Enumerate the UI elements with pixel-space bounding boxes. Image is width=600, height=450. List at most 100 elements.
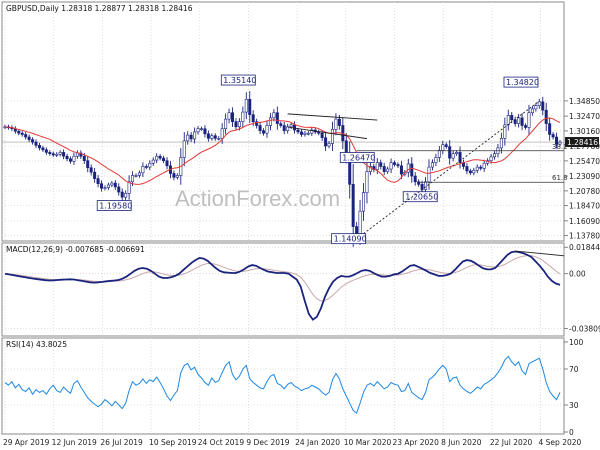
price-annotation-box [96, 200, 132, 211]
candle-body [306, 132, 310, 135]
candle-body [503, 124, 507, 139]
candle-body [399, 165, 403, 175]
candle-body [282, 125, 286, 131]
candle-body [124, 193, 128, 198]
candle-body [382, 166, 386, 172]
price-annotation-box [402, 191, 438, 203]
candle-body [62, 152, 66, 157]
candle-body [365, 171, 369, 193]
candle-body [189, 134, 193, 140]
candle-body [451, 153, 455, 159]
x-tick-label: 9 Dec 2019 [246, 438, 289, 447]
y-tick-label: 1.25470 [569, 157, 600, 166]
candle-body [303, 132, 307, 135]
candle-body [279, 123, 283, 126]
rsi-y-tick-label: 70 [569, 365, 579, 374]
candle-body [510, 114, 514, 121]
candle-body [93, 171, 97, 179]
candle-body [386, 168, 390, 172]
candle-body [555, 136, 559, 145]
candle-body [465, 166, 469, 172]
x-tick-label: 10 Mar 2020 [344, 438, 392, 447]
candle-body [79, 152, 83, 157]
candle-body [58, 152, 62, 155]
candle-body [393, 162, 397, 165]
candle-body [144, 166, 148, 168]
candle-body [420, 184, 424, 190]
current-price-tag [565, 137, 599, 148]
macd-y-tick-label: -0.038095 [569, 324, 600, 333]
candle-body [117, 186, 121, 193]
rsi-y-tick-label: 100 [569, 338, 584, 347]
rsi-y-tick-label: 30 [569, 401, 579, 410]
candle-body [103, 187, 107, 189]
candle-body [234, 121, 238, 128]
y-tick-label: 1.18470 [569, 202, 600, 211]
candle-body [82, 155, 86, 161]
candle-body [193, 131, 197, 140]
candle-body [375, 162, 379, 170]
rsi-series-layer [4, 355, 561, 414]
price-annotation-box [331, 233, 367, 245]
candle-body [289, 124, 293, 128]
rsi-y-tick-label: 0 [569, 428, 574, 437]
macd-y-tick-label: 0.00 [569, 270, 586, 279]
candle-body [448, 146, 452, 159]
candle-body [296, 129, 300, 133]
y-tick-label: 1.13780 [569, 232, 600, 241]
candle-body [96, 178, 100, 185]
candle-body [293, 124, 297, 131]
candle-body [165, 160, 169, 167]
candle-body [441, 144, 445, 151]
candle-body [113, 182, 117, 188]
watermark: ActionForex.com [175, 186, 340, 211]
candle-body [437, 150, 441, 158]
candle-body [324, 137, 328, 147]
candle-body [310, 129, 314, 134]
candle-body [489, 156, 493, 161]
candle-body [517, 117, 521, 124]
candle-body [134, 175, 138, 177]
candle-body [396, 164, 400, 167]
candle-body [72, 155, 76, 162]
x-tick-label: 22 Jul 2020 [490, 438, 533, 447]
macd-series-layer [4, 250, 565, 321]
candle-body [172, 173, 176, 178]
macd-panel-frame [1, 242, 565, 337]
x-tick-label: 12 Jun 2019 [52, 438, 97, 447]
candle-body [86, 160, 90, 169]
candle-body [472, 169, 476, 174]
rising-trendline [363, 100, 540, 235]
candle-body [158, 155, 162, 159]
price-annotation-label: 1.34820 [506, 78, 539, 87]
candle-body [468, 170, 472, 174]
candle-body [413, 175, 417, 183]
candle-body [337, 118, 341, 126]
candle-body [37, 145, 41, 149]
candle-body [213, 135, 217, 139]
candle-body [251, 114, 255, 122]
candle-body [48, 152, 52, 154]
candle-body [479, 166, 483, 169]
rsi-panel-frame [1, 337, 565, 435]
candle-body [351, 184, 355, 227]
candle-body [248, 98, 252, 115]
candle-body [389, 162, 393, 170]
candle-body [424, 181, 428, 190]
y-tick-label: 1.20780 [569, 187, 600, 196]
price-annotation-label: 1.26470 [342, 153, 375, 162]
candle-body [534, 105, 538, 110]
macd-y-tick-label: 0.018442 [569, 243, 600, 252]
candle-body [506, 114, 510, 126]
candle-body [527, 112, 531, 128]
y-tick-label: 1.16090 [569, 217, 600, 226]
candle-body [258, 125, 262, 131]
price-annotation-box [220, 74, 256, 86]
candle-body [520, 117, 524, 126]
candle-body [475, 166, 479, 171]
candle-body [89, 167, 93, 173]
candle-body [430, 162, 434, 168]
candle-body [227, 112, 231, 120]
candle-body [362, 192, 366, 212]
candle-body [410, 163, 414, 177]
